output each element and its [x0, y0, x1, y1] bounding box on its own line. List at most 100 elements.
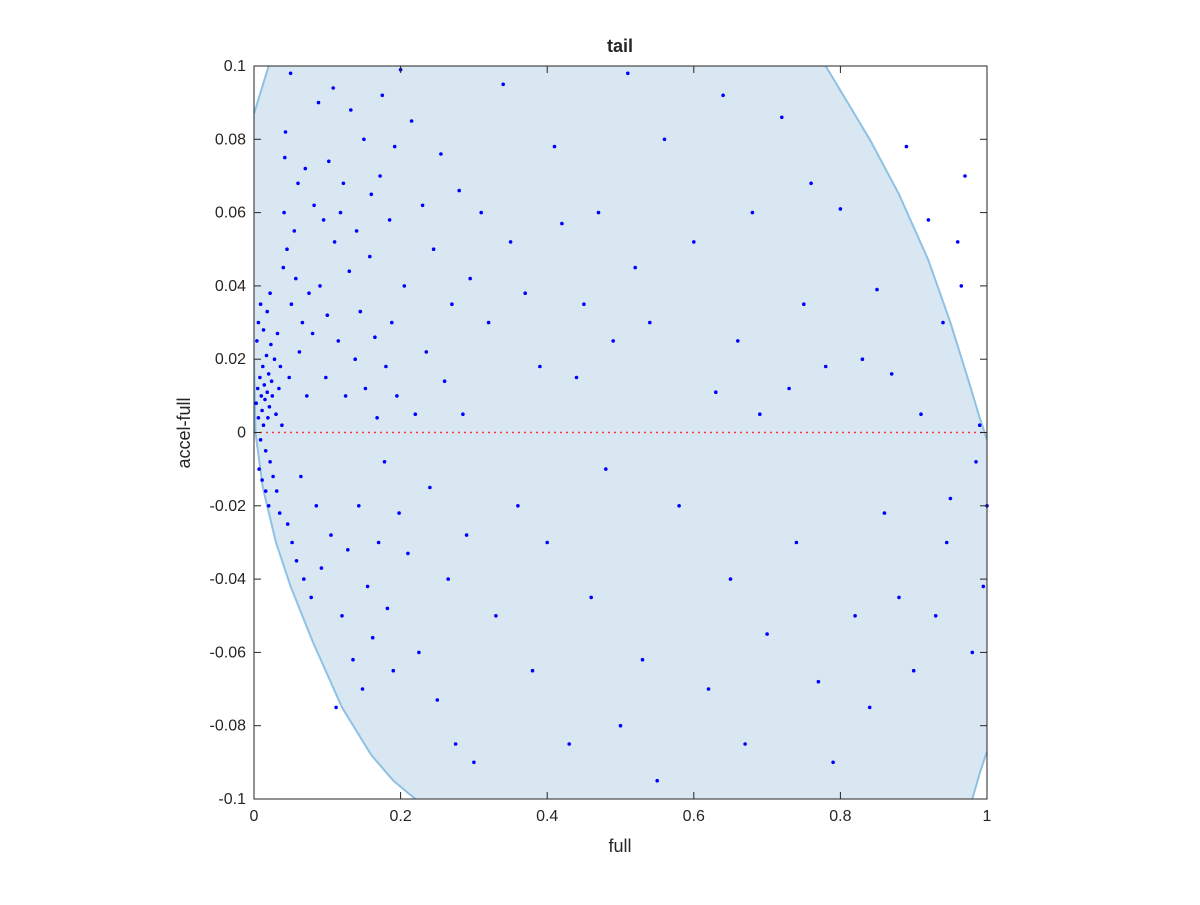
data-point: [354, 229, 359, 233]
data-point: [380, 93, 385, 98]
data-point: [283, 130, 288, 134]
data-point: [501, 82, 506, 87]
data-point: [349, 108, 353, 112]
data-point: [275, 331, 280, 336]
data-point: [604, 467, 608, 471]
data-point: [552, 144, 557, 149]
data-point: [261, 364, 265, 369]
data-point: [963, 174, 967, 178]
data-point: [334, 705, 338, 710]
y-tick-label: -0.02: [210, 498, 247, 515]
data-point: [911, 668, 916, 673]
data-point: [269, 379, 274, 384]
data-point: [655, 778, 659, 783]
data-point: [897, 595, 901, 600]
data-point: [385, 606, 390, 611]
data-point: [310, 331, 315, 336]
data-point: [319, 566, 324, 570]
data-point: [794, 540, 799, 545]
data-point: [457, 188, 462, 193]
data-point: [343, 394, 348, 398]
data-point: [596, 210, 601, 215]
data-point: [312, 203, 316, 208]
data-point: [351, 657, 355, 662]
y-tick-label: 0: [237, 425, 246, 442]
data-point: [626, 71, 630, 76]
data-point: [802, 302, 806, 307]
data-point: [494, 614, 498, 618]
data-point: [294, 559, 299, 563]
data-point: [314, 504, 319, 508]
x-tick-label: 0.8: [829, 808, 851, 825]
data-point: [948, 496, 953, 501]
data-point: [974, 460, 978, 464]
y-tick-label: 0.04: [215, 278, 246, 295]
data-point: [261, 423, 266, 428]
data-point: [545, 540, 549, 545]
data-point: [589, 595, 593, 600]
data-point: [439, 152, 443, 156]
data-point: [382, 460, 387, 464]
data-point: [486, 320, 491, 325]
data-point: [340, 614, 344, 618]
data-point: [944, 540, 949, 545]
data-point: [395, 394, 399, 398]
data-point: [560, 221, 564, 226]
data-point: [255, 339, 259, 343]
data-point: [618, 723, 623, 728]
data-point: [677, 504, 681, 508]
data-point: [271, 474, 275, 479]
region-edge-right: [824, 66, 987, 441]
data-point: [853, 614, 857, 618]
data-point: [758, 412, 762, 417]
data-point: [259, 394, 264, 398]
data-point: [282, 210, 286, 215]
data-point: [721, 93, 725, 98]
data-point: [450, 302, 454, 307]
data-point: [278, 364, 283, 369]
data-point: [263, 449, 268, 453]
data-point: [369, 192, 374, 197]
data-point: [260, 408, 264, 413]
data-point: [277, 386, 281, 391]
data-point: [268, 291, 272, 296]
data-point: [258, 438, 263, 442]
data-point: [611, 339, 615, 343]
data-point: [582, 302, 586, 307]
data-point: [255, 386, 260, 391]
data-point: [264, 353, 269, 358]
data-point: [453, 742, 458, 746]
x-axis-label: full: [608, 836, 631, 856]
data-point: [662, 137, 667, 142]
data-point: [376, 540, 381, 545]
data-point: [472, 760, 476, 765]
data-point: [281, 265, 286, 270]
data-point: [324, 375, 328, 380]
data-point: [633, 265, 637, 270]
data-point: [431, 247, 436, 251]
data-point: [285, 247, 289, 251]
data-point: [442, 379, 447, 384]
data-point: [375, 416, 379, 420]
data-point: [292, 229, 297, 233]
data-point: [357, 504, 361, 508]
data-point: [567, 742, 571, 746]
data-point: [809, 181, 813, 186]
data-point: [325, 313, 330, 318]
data-point: [959, 284, 964, 288]
data-point: [508, 240, 513, 244]
data-point: [765, 632, 769, 636]
plot-layer: [254, 66, 989, 799]
data-point: [640, 657, 645, 662]
y-tick-label: -0.06: [210, 644, 247, 661]
x-tick-label: 0: [250, 808, 259, 825]
data-point: [420, 203, 425, 208]
data-point: [305, 394, 309, 398]
y-axis-label: accel-full: [174, 397, 194, 468]
data-point: [360, 687, 365, 691]
x-tick-label: 1: [983, 808, 992, 825]
data-point: [260, 478, 264, 482]
data-point: [272, 357, 277, 362]
data-point: [365, 584, 370, 589]
data-point: [409, 119, 414, 123]
